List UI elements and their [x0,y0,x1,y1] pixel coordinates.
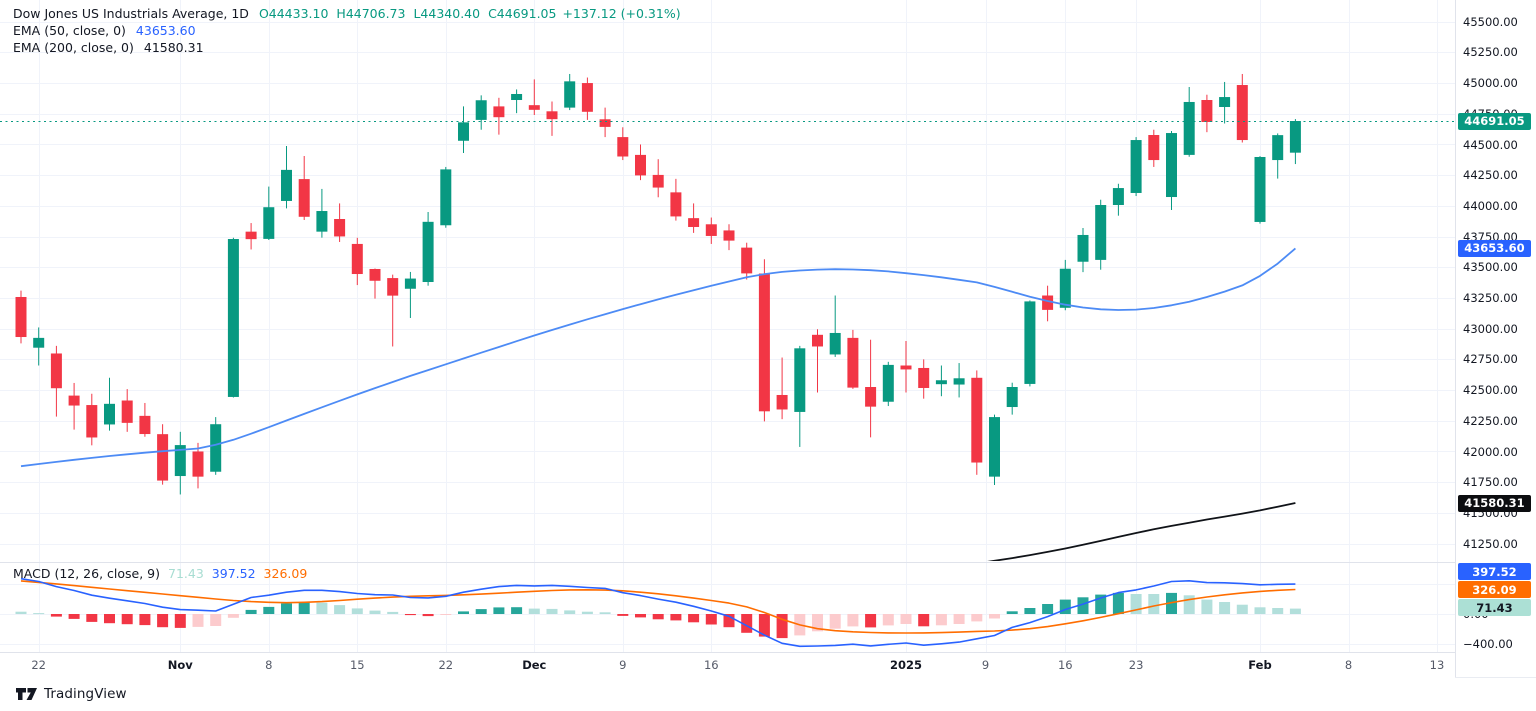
chart-canvas[interactable] [0,0,1455,677]
macd-line [20,577,1296,648]
price-axis-label: 42750.00 [1463,352,1518,367]
time-axis-label: 9 [981,658,990,672]
macd-label: MACD (12, 26, close, 9) [13,566,160,581]
time-axis-label: Feb [1248,658,1272,672]
ema200-line [987,502,1296,561]
ohlc-item: L44340.40 [413,6,481,21]
ema50-legend-row[interactable]: EMA (50, close, 0) 43653.60 [13,22,681,39]
macd-signal-badge: 326.09 [1458,581,1531,598]
ema200-legend-row[interactable]: EMA (200, close, 0) 41580.31 [13,39,681,56]
grid [0,0,1455,652]
macd-hist-badge: 71.43 [1458,599,1531,616]
price-axis-label: 44000.00 [1463,198,1518,213]
time-axis-label: 22 [31,658,47,672]
price-axis-label: 45000.00 [1463,76,1518,91]
ema50-line [20,247,1296,468]
time-axis-label: 8 [265,658,273,672]
macd-signal-value: 326.09 [263,566,308,581]
bottom-strip: TradingView [0,677,1536,711]
change-value: +137.12 (+0.31%) [562,6,681,21]
price-axis-label: 44250.00 [1463,168,1518,183]
candlestick-series [15,73,1301,495]
ohlc-item: C44691.05 [488,6,557,21]
price-axis-label: 42250.00 [1463,413,1518,428]
time-axis-label: 15 [349,658,365,672]
last-price-badge: 44691.05 [1458,112,1531,130]
macd-histogram [15,592,1301,639]
chart-legend: Dow Jones US Industrials Average, 1D O44… [13,5,681,56]
price-axis-label: 44500.00 [1463,137,1518,152]
time-axis-label: 9 [619,658,627,672]
price-axis-label: 42000.00 [1463,444,1518,459]
price-axis-label: 43250.00 [1463,291,1518,305]
macd-signal-line [20,580,1296,634]
price-axis-label: 43000.00 [1463,321,1518,336]
time-axis-label: 13 [1429,658,1445,672]
tradingview-logo[interactable]: TradingView [16,686,127,702]
macd-value-badge: 397.52 [1458,563,1531,580]
time-axis-label: Dec [522,658,547,672]
symbol-title: Dow Jones US Industrials Average, 1D [13,6,249,21]
ohlc-item: O44433.10 [258,6,329,21]
macd-axis-label: −400.00 [1463,637,1513,652]
symbol-legend-row[interactable]: Dow Jones US Industrials Average, 1D O44… [13,5,681,22]
time-axis-label: 16 [1057,658,1073,672]
macd-hist-value: 71.43 [168,566,204,581]
tradingview-logo-icon [16,688,37,700]
time-axis[interactable]: 22 Nov 8 15 22 Dec 9 16 2025 9 16 23 Feb 8 13 [0,652,1455,678]
macd-legend-row[interactable]: MACD (12, 26, close, 9) 71.43 397.52 326… [13,566,307,581]
price-axis-label: 42500.00 [1463,383,1518,398]
ema200-badge: 41580.31 [1458,494,1531,512]
macd-line-value: 397.52 [211,566,256,581]
tradingview-logo-text: TradingView [44,686,127,702]
time-axis-label: 8 [1344,658,1353,672]
ema50-value: 43653.60 [135,23,196,38]
time-axis-label: 16 [703,658,719,672]
chart-svg[interactable] [0,0,1455,677]
ohlc-item: H44706.73 [336,6,406,21]
price-axis-label: 41250.00 [1463,536,1518,551]
time-axis-label: 2025 [889,658,923,672]
price-axis[interactable]: 45500.0045250.0045000.0044750.0044500.00… [1455,0,1536,677]
price-axis-label: 45500.00 [1463,14,1518,29]
price-axis-label: 43500.00 [1463,260,1518,275]
ema200-label: EMA (200, close, 0) [13,40,134,55]
price-axis-label: 45250.00 [1463,45,1518,60]
time-axis-label: 22 [438,658,454,672]
price-axis-label: 41750.00 [1463,475,1518,490]
ema50-label: EMA (50, close, 0) [13,23,126,38]
ema200-value: 41580.31 [143,40,204,55]
ohlc-values: O44433.10 H44706.73 L44340.40 C44691.05 [259,5,557,22]
time-axis-label: Nov [167,658,193,672]
time-axis-label: 23 [1128,658,1144,672]
ema50-badge: 43653.60 [1458,239,1531,257]
